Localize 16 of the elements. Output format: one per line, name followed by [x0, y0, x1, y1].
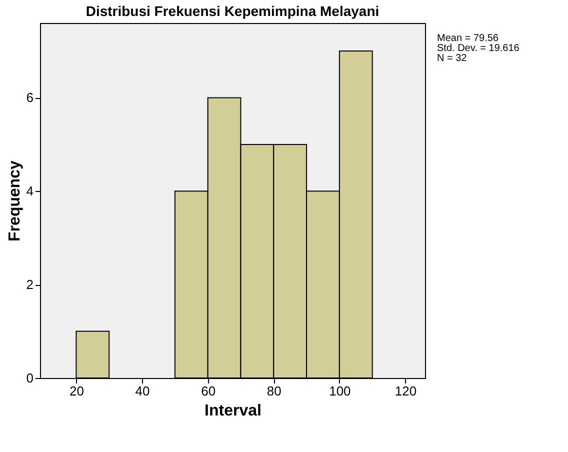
- y-tick-label: 2: [26, 277, 34, 292]
- y-tick-label: 4: [26, 184, 34, 199]
- y-tick-label: 0: [26, 370, 34, 386]
- text: Mean = 79.56: [437, 33, 499, 44]
- x-tick-label: 20: [69, 384, 84, 398]
- y-axis-title: Frequency: [6, 160, 24, 242]
- text: N = 32: [437, 53, 468, 64]
- x-tick-label: 40: [135, 384, 150, 398]
- y-tick-label: 6: [26, 90, 34, 106]
- x-tick-label: 120: [394, 384, 417, 398]
- x-tick-label: 100: [329, 384, 351, 398]
- x-axis-title: Interval: [204, 402, 262, 420]
- text: Std. Dev. = 19.616: [437, 43, 520, 54]
- chart-title: Distribusi Frekuensi Kepemimpina Melayani: [86, 3, 380, 19]
- x-tick-label: 80: [266, 384, 282, 398]
- x-tick-label: 60: [201, 384, 216, 398]
